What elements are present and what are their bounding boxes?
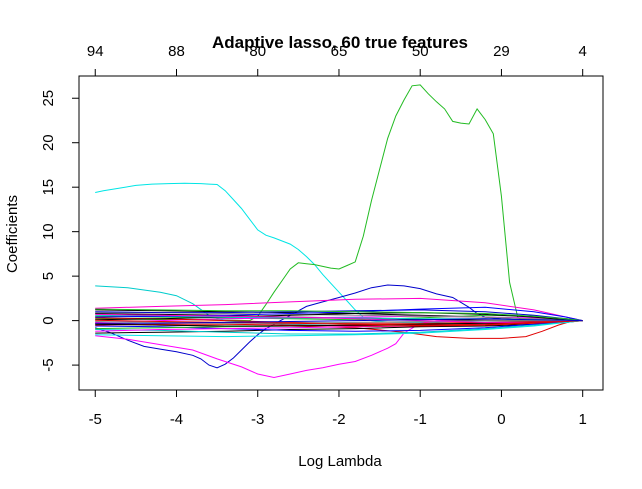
x-axis-title: Log Lambda (298, 453, 382, 470)
top-tick-label: 88 (168, 43, 185, 60)
x-tick-label: -1 (414, 411, 427, 428)
coefficient-path-28 (95, 320, 583, 338)
coefficient-path-29 (95, 319, 583, 326)
x-tick-label: -5 (89, 411, 102, 428)
coefficient-path-19 (95, 312, 583, 322)
top-tick-label: 50 (412, 43, 429, 60)
y-axis: -5 0 5 10 15 20 25 (40, 90, 80, 372)
series-layer (95, 84, 583, 379)
y-tick-label: 10 (40, 223, 57, 240)
plot-frame (78, 75, 604, 391)
top-tick-label: 29 (493, 43, 510, 60)
top-axis: 94 88 80 65 50 29 4 (87, 43, 587, 77)
x-tick-label: -4 (170, 411, 183, 428)
x-tick-label: -2 (332, 411, 345, 428)
x-axis: -5 -4 -3 -2 -1 0 1 (89, 389, 587, 428)
top-tick-label: 65 (331, 43, 348, 60)
top-tick-label: 94 (87, 43, 104, 60)
y-tick-label: 20 (40, 134, 57, 151)
x-tick-label: 1 (579, 411, 587, 428)
chart-title: Adaptive lasso, 60 true features (212, 33, 468, 52)
y-tick-label: 0 (40, 316, 57, 324)
x-tick-label: -3 (251, 411, 264, 428)
coefficient-path-25 (95, 308, 583, 322)
y-tick-label: -5 (40, 358, 57, 371)
y-tick-label: 25 (40, 90, 57, 107)
coefficient-path-2 (95, 84, 583, 324)
y-tick-label: 15 (40, 179, 57, 196)
top-tick-label: 4 (579, 43, 587, 60)
coefficient-path-6 (95, 297, 583, 322)
coefficient-path-1 (95, 182, 583, 323)
coefficient-path-30 (95, 318, 583, 324)
top-tick-label: 80 (249, 43, 266, 60)
y-axis-title: Coefficients (4, 195, 21, 273)
y-tick-label: 5 (40, 272, 57, 280)
x-tick-label: 0 (497, 411, 505, 428)
